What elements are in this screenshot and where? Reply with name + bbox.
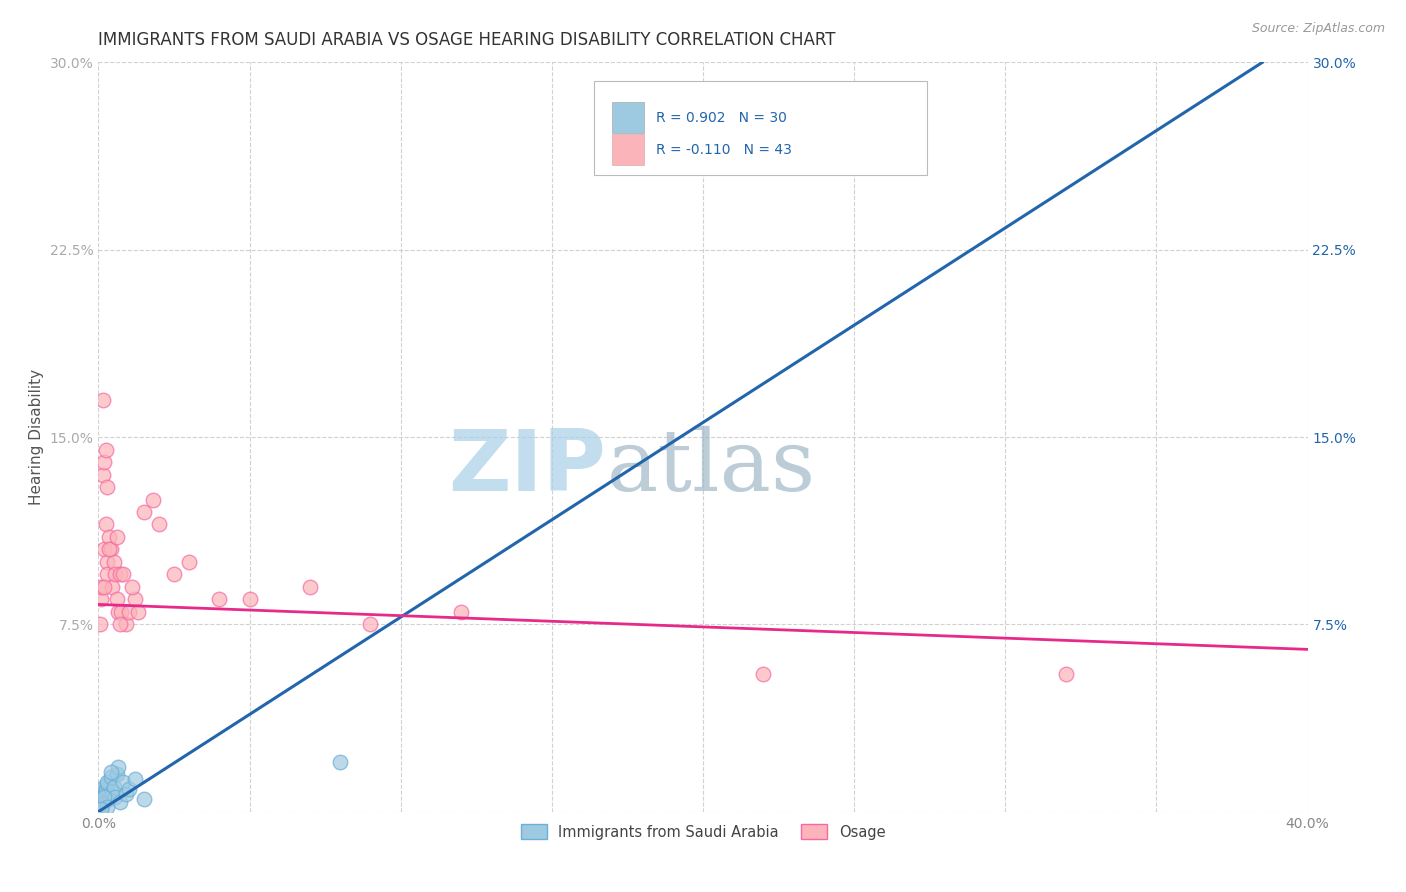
FancyBboxPatch shape — [595, 81, 927, 175]
Point — [105, 767, 128, 781]
Point — [103, 555, 125, 569]
Point — [121, 580, 143, 594]
Point — [96, 555, 118, 569]
Text: Source: ZipAtlas.com: Source: ZipAtlas.com — [1251, 22, 1385, 36]
Point — [91, 797, 114, 812]
Point — [98, 530, 121, 544]
Point — [142, 492, 165, 507]
Point — [100, 542, 122, 557]
Point — [108, 795, 131, 809]
Point — [94, 442, 117, 457]
Point — [98, 792, 121, 806]
Point — [93, 785, 115, 799]
Text: R = 0.902   N = 30: R = 0.902 N = 30 — [655, 111, 787, 125]
Point — [111, 567, 134, 582]
Point — [752, 667, 775, 681]
Point — [124, 772, 146, 787]
Point — [94, 787, 117, 801]
Point — [93, 789, 115, 804]
Text: atlas: atlas — [606, 425, 815, 508]
Point — [132, 792, 155, 806]
Point — [90, 797, 112, 812]
Point — [94, 782, 117, 797]
Point — [89, 617, 111, 632]
Text: R = -0.110   N = 43: R = -0.110 N = 43 — [655, 143, 792, 156]
Point — [111, 774, 134, 789]
Point — [107, 760, 129, 774]
Point — [299, 580, 322, 594]
Point — [105, 530, 128, 544]
Point — [110, 605, 132, 619]
Point — [329, 755, 352, 769]
Point — [101, 785, 124, 799]
Point — [100, 764, 122, 779]
Point — [450, 605, 472, 619]
Point — [103, 780, 125, 794]
Point — [94, 517, 117, 532]
Point — [98, 542, 121, 557]
Point — [114, 617, 136, 632]
Point — [148, 517, 170, 532]
FancyBboxPatch shape — [613, 102, 644, 134]
Point — [96, 774, 118, 789]
Point — [93, 780, 115, 794]
Point — [93, 580, 115, 594]
Point — [96, 480, 118, 494]
Point — [90, 580, 112, 594]
Point — [107, 605, 129, 619]
Point — [239, 592, 262, 607]
Point — [90, 802, 112, 816]
Point — [89, 799, 111, 814]
Point — [93, 455, 115, 469]
Text: IMMIGRANTS FROM SAUDI ARABIA VS OSAGE HEARING DISABILITY CORRELATION CHART: IMMIGRANTS FROM SAUDI ARABIA VS OSAGE HE… — [98, 31, 837, 49]
Point — [104, 789, 127, 804]
Point — [91, 789, 114, 804]
Point — [90, 592, 112, 607]
Point — [108, 567, 131, 582]
Point — [114, 787, 136, 801]
Point — [163, 567, 186, 582]
Point — [96, 799, 118, 814]
Point — [1054, 667, 1077, 681]
Point — [360, 617, 382, 632]
Point — [105, 592, 128, 607]
Y-axis label: Hearing Disability: Hearing Disability — [30, 369, 44, 505]
Point — [101, 580, 124, 594]
Point — [91, 792, 114, 806]
Point — [93, 542, 115, 557]
Point — [124, 592, 146, 607]
FancyBboxPatch shape — [613, 134, 644, 165]
Point — [90, 795, 112, 809]
Point — [96, 567, 118, 582]
Point — [132, 505, 155, 519]
Point — [91, 392, 114, 407]
Point — [208, 592, 231, 607]
Point — [96, 777, 118, 791]
Point — [91, 467, 114, 482]
Legend: Immigrants from Saudi Arabia, Osage: Immigrants from Saudi Arabia, Osage — [515, 819, 891, 846]
Point — [179, 555, 201, 569]
Point — [118, 782, 141, 797]
Point — [100, 770, 122, 784]
Text: ZIP: ZIP — [449, 425, 606, 508]
Point — [108, 617, 131, 632]
Point — [118, 605, 141, 619]
Point — [104, 567, 127, 582]
Point — [127, 605, 149, 619]
